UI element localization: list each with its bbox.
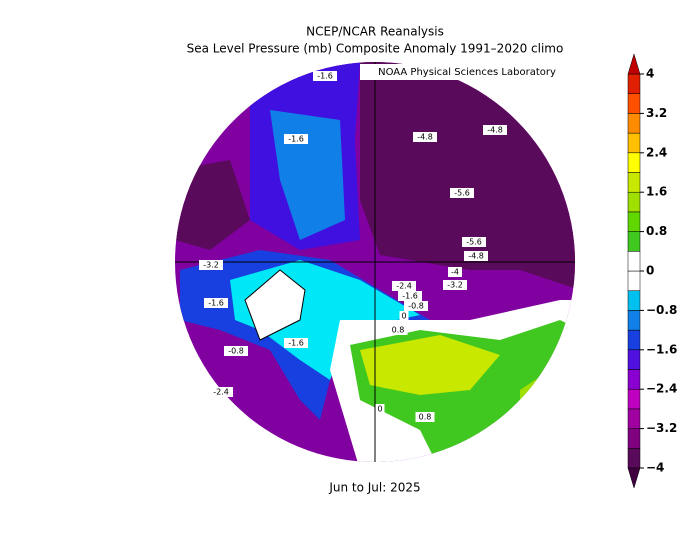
contour-label-box [415,412,435,422]
contour-label-box [224,346,248,356]
colorbar-tick-label: 1.6 [646,185,667,199]
contour-label-box [404,301,428,311]
contour-label: 0 [377,405,382,414]
colorbar-bin [627,369,641,390]
credit: NOAA Physical Sciences Laboratory [378,67,556,78]
contour-label-box [464,251,488,261]
contour-label-box [413,132,437,142]
colorbar-tick-label: 0 [646,264,654,278]
colorbar-tick-label: 2.4 [646,145,667,159]
colorbar-tick-label: −1.6 [646,342,677,356]
colorbar-bin [627,93,641,114]
contour-label: -1.6 [402,292,418,301]
contour-label: -4 [451,268,459,277]
colorbar-bin [627,152,641,173]
colorbar-over [627,53,641,75]
contour-label: -1.6 [317,72,333,81]
colorbar-tick-label: −3.2 [646,421,677,435]
contour-label: -3.2 [447,281,463,290]
colorbar-bin [627,172,641,193]
contour-labels: -1.6 -1.6 -4.8 -4.8 -5.6 -5.6 -4.8 -4 -3.2 -3.2 -2… [199,71,507,422]
contour-label-box [388,325,408,335]
colorbar-bin [627,211,641,232]
contour-label-box [450,188,474,198]
colorbar-bin [627,191,641,213]
contour-label-box [284,134,308,144]
contour-label-box [448,267,462,277]
contour-label-box [399,311,409,321]
contour-label: -2.4 [213,388,229,397]
field-high [360,335,500,395]
colorbar-tick-label: −4 [646,461,664,475]
contour-label-box [392,281,416,291]
contour-label-box [483,125,507,135]
colorbar-tick-label: −2.4 [646,382,677,396]
contour-label-box [398,291,422,301]
map [175,62,575,462]
colorbar-bin [627,132,641,154]
colorbar-tick-label: 0.8 [646,224,667,238]
contour-label: -5.6 [454,189,470,198]
colorbar-tick-label: 4 [646,67,654,81]
contour-label: -0.8 [408,302,424,311]
contour-label: 0.8 [392,326,405,335]
colorbar-bin [627,113,641,134]
credit-box [360,64,574,80]
contour-label: -3.2 [203,261,219,270]
colorbar-bin [627,428,641,449]
contour-label: -5.6 [466,238,482,247]
contour-label: -1.6 [288,135,304,144]
contour-label: -4.8 [468,252,484,261]
contour-label-box [462,237,486,247]
contour-label: -2.4 [396,282,412,291]
field-low [175,160,250,250]
contour-label-box [199,260,223,270]
period: Jun to Jul: 2025 [328,481,420,495]
colorbar-bin [627,290,641,311]
colorbar: 4 3.2 2.4 1.6 0.8 0 −0.8 −1.6 −2.4 −3.2 −4 [627,53,677,489]
colorbar-bin [627,408,641,429]
contour-label-box [313,71,337,81]
colorbar-tick-label: −0.8 [646,303,677,317]
colorbar-bin [627,349,641,370]
contour-label: -1.6 [208,299,224,308]
colorbar-bin [627,448,641,469]
contour-label: 0 [401,312,406,321]
colorbar-bin [627,329,641,351]
contour-label: -4.8 [487,126,503,135]
contour-label-box [375,404,385,414]
colorbar-bin [627,231,641,252]
contour-label: -0.8 [228,347,244,356]
subtitle: Sea Level Pressure (mb) Composite Anomal… [187,42,564,56]
title: NCEP/NCAR Reanalysis [306,25,444,39]
colorbar-bin [627,73,641,94]
colorbar-bin [627,270,641,291]
contour-label: -4.8 [417,133,433,142]
contour-label-box [443,280,467,290]
colorbar-under [627,467,641,489]
contour-label-box [284,338,308,348]
colorbar-tick-label: 3.2 [646,106,667,120]
colorbar-bin [627,388,641,410]
colorbar-bin [627,310,641,331]
colorbar-bin [627,251,641,272]
land [244,269,306,341]
contour-label-box [209,387,233,397]
contour-label-box [204,298,228,308]
contour-label: -1.6 [288,339,304,348]
contour-label: 0.8 [419,413,432,422]
